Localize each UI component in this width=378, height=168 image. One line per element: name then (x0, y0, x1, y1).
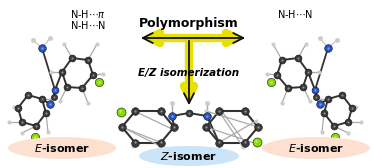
Text: N-H$\cdots$N: N-H$\cdots$N (70, 19, 106, 31)
Text: E/Z isomerization: E/Z isomerization (138, 68, 240, 78)
Ellipse shape (8, 137, 116, 159)
Text: $\it{Z}$-isomer: $\it{Z}$-isomer (160, 150, 218, 162)
Text: $\it{E}$-isomer: $\it{E}$-isomer (288, 142, 344, 154)
Text: $\it{E}$-isomer: $\it{E}$-isomer (34, 142, 90, 154)
Ellipse shape (262, 137, 370, 159)
Text: N-H$\cdots$N: N-H$\cdots$N (277, 8, 313, 20)
Ellipse shape (139, 146, 239, 166)
Text: N-H$\cdots\pi$: N-H$\cdots\pi$ (70, 8, 106, 20)
Text: Polymorphism: Polymorphism (139, 17, 239, 31)
